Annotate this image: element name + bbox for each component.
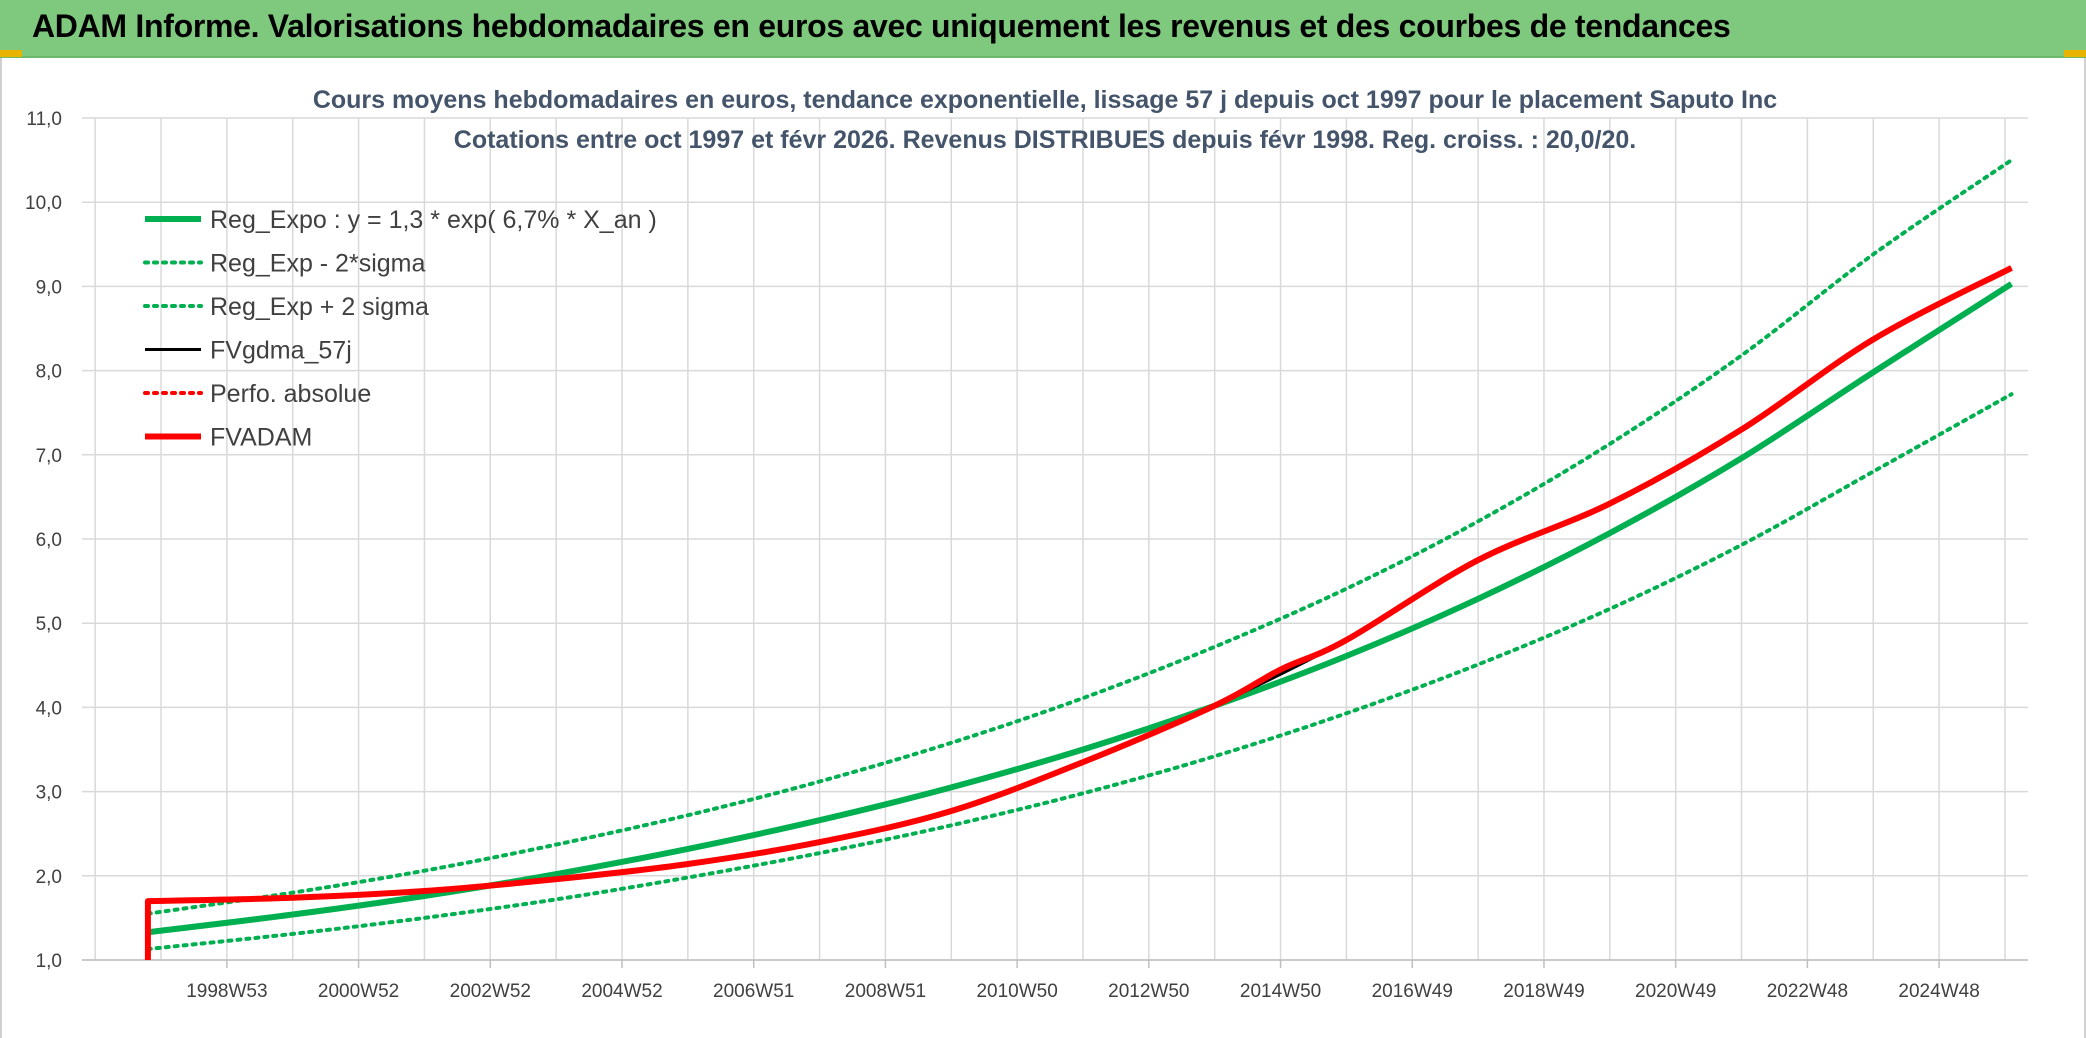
y-tick-label: 5,0 <box>36 614 62 635</box>
y-tick-label: 2,0 <box>36 867 62 888</box>
x-tick-label: 2006W51 <box>713 981 794 1002</box>
series-line-0 <box>147 281 2014 936</box>
chart-title-line-2: Cotations entre oct 1997 et févr 2026. R… <box>454 126 1636 154</box>
series-line-2 <box>145 158 2014 916</box>
legend-label-4: Perfo. absolue <box>210 380 371 408</box>
x-tick-label: 2014W50 <box>1240 981 1321 1002</box>
legend-label-5: FVADAM <box>210 424 312 452</box>
y-tick-label: 10,0 <box>25 193 62 214</box>
x-tick-label: 2002W52 <box>450 981 531 1002</box>
grid <box>82 117 2028 968</box>
corner-marker-left <box>0 50 22 57</box>
y-tick-label: 8,0 <box>36 362 62 383</box>
x-tick-label: 2004W52 <box>581 981 662 1002</box>
x-tick-label: 2022W48 <box>1767 981 1848 1002</box>
chart-title-line-1: Cours moyens hebdomadaires en euros, ten… <box>313 86 1777 114</box>
legend-label-3: FVgdma_57j <box>210 337 352 365</box>
x-tick-label: 2016W49 <box>1372 981 1453 1002</box>
series-layer <box>144 158 2014 960</box>
banner-title: ADAM Informe. Valorisations hebdomadaire… <box>32 8 1731 44</box>
x-tick-label: 1998W53 <box>186 981 267 1002</box>
legend-label-0: Reg_Expo : y = 1,3 * exp( 6,7% * X_an ) <box>210 206 657 234</box>
y-tick-label: 6,0 <box>36 530 62 551</box>
legend-label-2: Reg_Exp + 2 sigma <box>210 293 429 321</box>
y-tick-label: 4,0 <box>36 698 62 719</box>
corner-marker-right <box>2064 50 2086 57</box>
series-line-1 <box>145 392 2014 952</box>
x-tick-label: 2000W52 <box>318 981 399 1002</box>
banner: ADAM Informe. Valorisations hebdomadaire… <box>0 0 2086 58</box>
x-tick-label: 2024W48 <box>1898 981 1979 1002</box>
x-tick-label: 2018W49 <box>1503 981 1584 1002</box>
legend-label-1: Reg_Exp - 2*sigma <box>210 250 425 278</box>
y-tick-label: 11,0 <box>26 109 62 130</box>
x-tick-label: 2008W51 <box>845 981 926 1002</box>
series-line-5 <box>144 265 2013 960</box>
x-tick-label: 2012W50 <box>1108 981 1189 1002</box>
chart-svg: Cours moyens hebdomadaires en euros, ten… <box>25 86 2028 1002</box>
y-tick-label: 1,0 <box>36 951 62 972</box>
y-tick-label: 9,0 <box>36 277 62 298</box>
legend: Reg_Expo : y = 1,3 * exp( 6,7% * X_an ) R… <box>143 206 657 452</box>
x-tick-label: 2020W49 <box>1635 981 1716 1002</box>
y-tick-label: 3,0 <box>36 783 62 804</box>
y-tick-label: 7,0 <box>36 446 62 467</box>
x-tick-label: 2010W50 <box>976 981 1057 1002</box>
axes: Cours moyens hebdomadaires en euros, ten… <box>25 86 1980 1002</box>
chart-area: Cours moyens hebdomadaires en euros, ten… <box>0 58 2086 1038</box>
